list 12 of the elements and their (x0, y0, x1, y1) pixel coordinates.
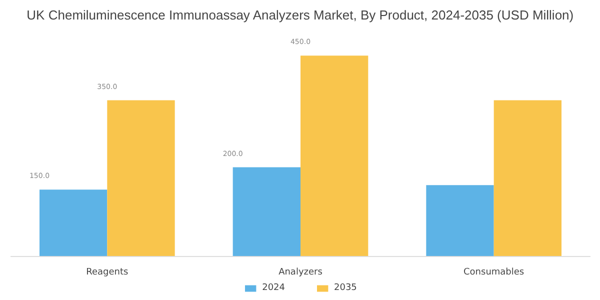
legend-label: 2035 (334, 283, 357, 293)
legend-label: 2024 (262, 283, 285, 293)
bar (107, 100, 175, 257)
bar (494, 100, 562, 257)
x-tick-label: Reagents (86, 268, 129, 278)
chart-title: UK Chemiluminescence Immunoassay Analyzers Market, By Product, 2024-2035 (USD Million) (26, 8, 574, 22)
bar (426, 185, 494, 257)
x-tick-label: Analyzers (278, 268, 323, 278)
x-tick-label: Consumables (464, 268, 524, 278)
bar (300, 56, 368, 257)
bar (232, 167, 300, 257)
bar (40, 190, 108, 257)
